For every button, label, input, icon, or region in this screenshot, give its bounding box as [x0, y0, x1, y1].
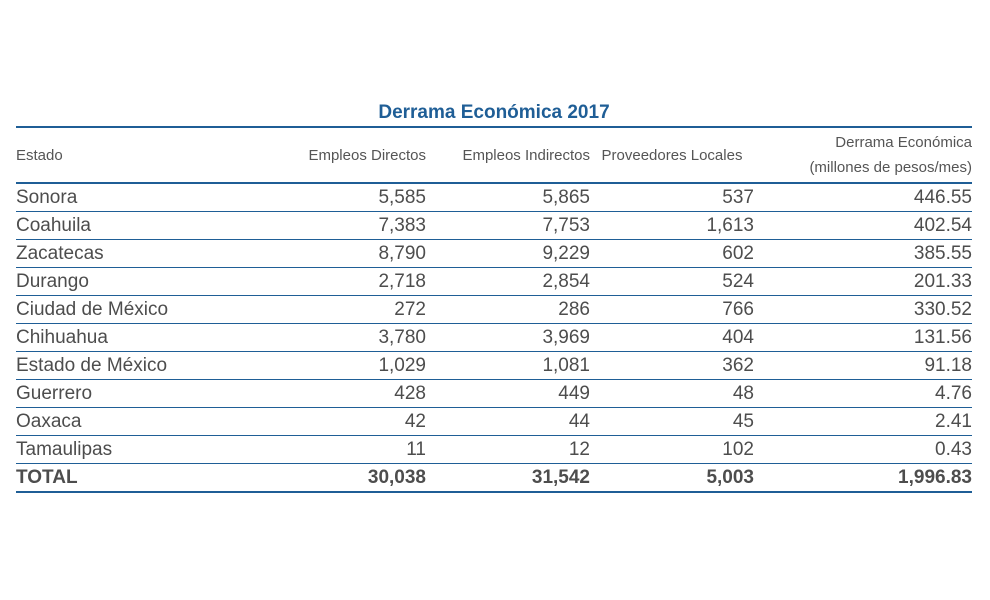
cell-derrama: 91.18: [754, 351, 972, 380]
cell-directos: 8,790: [286, 239, 426, 268]
cell-proveedores: 766: [590, 295, 754, 324]
cell-proveedores: 404: [590, 323, 754, 352]
cell-estado: Tamaulipas: [16, 435, 286, 464]
cell-derrama: 0.43: [754, 435, 972, 464]
header-proveedores-locales: Proveedores Locales: [590, 127, 754, 184]
total-proveedores: 5,003: [590, 463, 754, 493]
cell-indirectos: 9,229: [426, 239, 590, 268]
derrama-table-container: Derrama Económica 2017 Estado Empleos Di…: [16, 100, 972, 493]
cell-directos: 2,718: [286, 267, 426, 296]
cell-proveedores: 524: [590, 267, 754, 296]
total-label: TOTAL: [16, 463, 286, 493]
header-derrama-economica: Derrama Económica (millones de pesos/mes…: [754, 127, 972, 184]
total-indirectos: 31,542: [426, 463, 590, 493]
cell-directos: 3,780: [286, 323, 426, 352]
cell-proveedores: 48: [590, 379, 754, 408]
header-row: Estado Empleos Directos Empleos Indirect…: [16, 127, 972, 184]
cell-estado: Zacatecas: [16, 239, 286, 268]
cell-derrama: 4.76: [754, 379, 972, 408]
table-row: Chihuahua 3,780 3,969 404 131.56: [16, 323, 972, 352]
cell-indirectos: 5,865: [426, 183, 590, 212]
table-row: Durango 2,718 2,854 524 201.33: [16, 267, 972, 296]
cell-estado: Chihuahua: [16, 323, 286, 352]
cell-indirectos: 1,081: [426, 351, 590, 380]
cell-proveedores: 537: [590, 183, 754, 212]
cell-directos: 272: [286, 295, 426, 324]
table-row: Coahuila 7,383 7,753 1,613 402.54: [16, 211, 972, 240]
table-row: Zacatecas 8,790 9,229 602 385.55: [16, 239, 972, 268]
cell-derrama: 385.55: [754, 239, 972, 268]
table-row: Ciudad de México 272 286 766 330.52: [16, 295, 972, 324]
cell-proveedores: 102: [590, 435, 754, 464]
total-derrama: 1,996.83: [754, 463, 972, 493]
table-row: Estado de México 1,029 1,081 362 91.18: [16, 351, 972, 380]
cell-proveedores: 362: [590, 351, 754, 380]
header-empleos-directos: Empleos Directos: [286, 127, 426, 184]
cell-directos: 7,383: [286, 211, 426, 240]
cell-derrama: 402.54: [754, 211, 972, 240]
header-derrama-line2: (millones de pesos/mes): [809, 159, 972, 176]
cell-derrama: 446.55: [754, 183, 972, 212]
header-empleos-indirectos: Empleos Indirectos: [426, 127, 590, 184]
derrama-table: Estado Empleos Directos Empleos Indirect…: [16, 126, 972, 493]
cell-derrama: 330.52: [754, 295, 972, 324]
cell-derrama: 131.56: [754, 323, 972, 352]
cell-proveedores: 45: [590, 407, 754, 436]
cell-directos: 11: [286, 435, 426, 464]
cell-indirectos: 3,969: [426, 323, 590, 352]
cell-directos: 1,029: [286, 351, 426, 380]
cell-derrama: 201.33: [754, 267, 972, 296]
cell-estado: Estado de México: [16, 351, 286, 380]
cell-indirectos: 449: [426, 379, 590, 408]
cell-indirectos: 286: [426, 295, 590, 324]
cell-directos: 5,585: [286, 183, 426, 212]
cell-estado: Oaxaca: [16, 407, 286, 436]
cell-indirectos: 2,854: [426, 267, 590, 296]
cell-directos: 42: [286, 407, 426, 436]
table-row: Sonora 5,585 5,865 537 446.55: [16, 183, 972, 212]
cell-estado: Sonora: [16, 183, 286, 212]
cell-directos: 428: [286, 379, 426, 408]
table-title: Derrama Económica 2017: [378, 102, 610, 123]
total-row: TOTAL 30,038 31,542 5,003 1,996.83: [16, 463, 972, 493]
cell-indirectos: 12: [426, 435, 590, 464]
header-derrama-line1: Derrama Económica: [835, 134, 972, 151]
cell-estado: Durango: [16, 267, 286, 296]
cell-estado: Ciudad de México: [16, 295, 286, 324]
table-row: Guerrero 428 449 48 4.76: [16, 379, 972, 408]
table-row: Oaxaca 42 44 45 2.41: [16, 407, 972, 436]
total-directos: 30,038: [286, 463, 426, 493]
cell-estado: Coahuila: [16, 211, 286, 240]
header-estado: Estado: [16, 127, 286, 184]
cell-proveedores: 1,613: [590, 211, 754, 240]
cell-derrama: 2.41: [754, 407, 972, 436]
cell-indirectos: 44: [426, 407, 590, 436]
cell-estado: Guerrero: [16, 379, 286, 408]
cell-indirectos: 7,753: [426, 211, 590, 240]
table-row: Tamaulipas 11 12 102 0.43: [16, 435, 972, 464]
cell-proveedores: 602: [590, 239, 754, 268]
